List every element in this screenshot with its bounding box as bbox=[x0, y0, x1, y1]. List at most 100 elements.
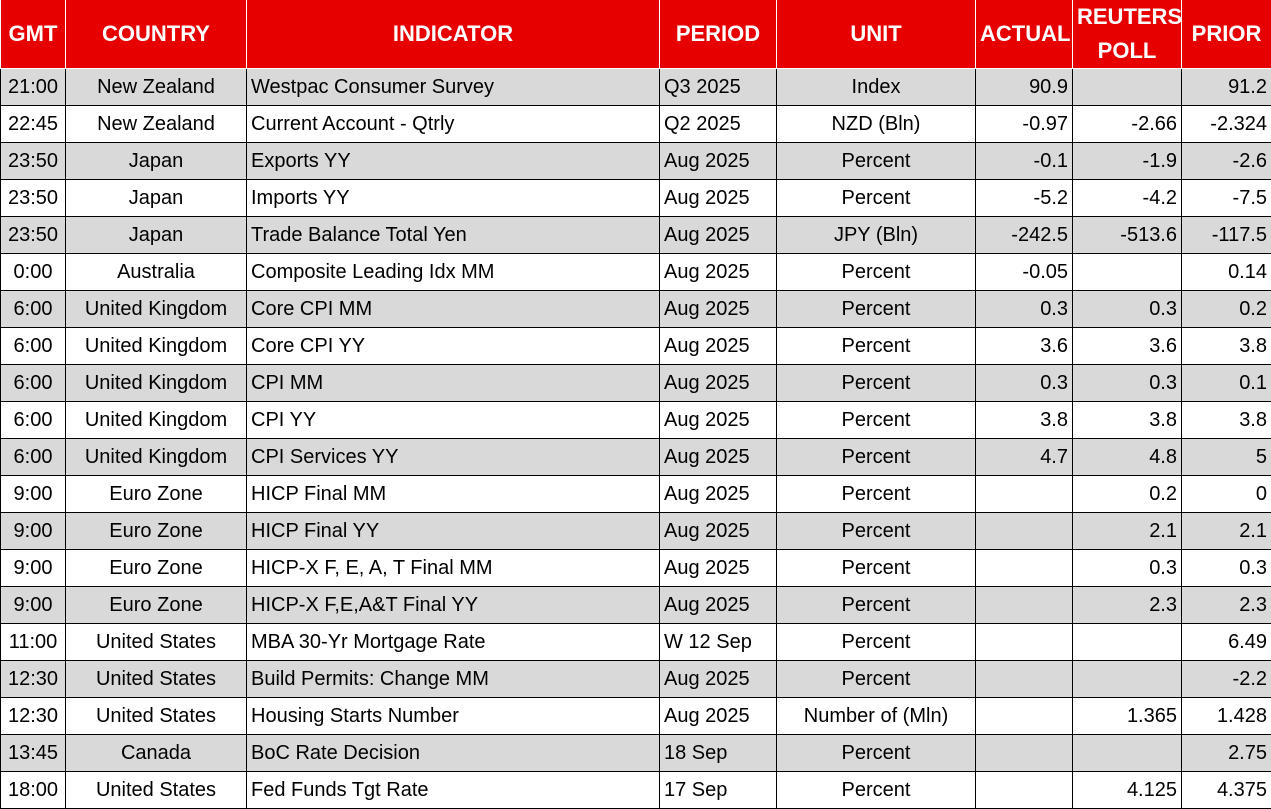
period-cell: Aug 2025 bbox=[660, 402, 777, 439]
unit-cell: Percent bbox=[777, 772, 976, 809]
country-cell: United States bbox=[66, 772, 247, 809]
unit-cell: Percent bbox=[777, 402, 976, 439]
actual-cell bbox=[976, 735, 1073, 772]
country-cell: New Zealand bbox=[66, 69, 247, 106]
gmt-cell: 23:50 bbox=[1, 143, 66, 180]
gmt-cell: 9:00 bbox=[1, 476, 66, 513]
indicator-cell: MBA 30-Yr Mortgage Rate bbox=[247, 624, 660, 661]
unit-cell: Percent bbox=[777, 550, 976, 587]
reuters-poll-cell: 2.3 bbox=[1073, 587, 1182, 624]
reuters-poll-cell: 3.8 bbox=[1073, 402, 1182, 439]
prior-cell: -2.2 bbox=[1182, 661, 1271, 698]
indicator-cell: HICP Final YY bbox=[247, 513, 660, 550]
actual-cell bbox=[976, 624, 1073, 661]
prior-cell: -2.324 bbox=[1182, 106, 1271, 143]
reuters-poll-cell: 3.6 bbox=[1073, 328, 1182, 365]
reuters-poll-cell: -2.66 bbox=[1073, 106, 1182, 143]
country-cell: Canada bbox=[66, 735, 247, 772]
indicator-cell: HICP-X F,E,A&T Final YY bbox=[247, 587, 660, 624]
reuters-poll-cell: 4.125 bbox=[1073, 772, 1182, 809]
period-cell: Aug 2025 bbox=[660, 143, 777, 180]
gmt-cell: 23:50 bbox=[1, 217, 66, 254]
country-cell: Euro Zone bbox=[66, 550, 247, 587]
period-cell: Q3 2025 bbox=[660, 69, 777, 106]
actual-cell bbox=[976, 661, 1073, 698]
gmt-cell: 0:00 bbox=[1, 254, 66, 291]
prior-cell: 3.8 bbox=[1182, 402, 1271, 439]
actual-cell: 0.3 bbox=[976, 291, 1073, 328]
prior-cell: 3.8 bbox=[1182, 328, 1271, 365]
gmt-cell: 18:00 bbox=[1, 772, 66, 809]
header-period: PERIOD bbox=[660, 0, 777, 69]
actual-cell bbox=[976, 698, 1073, 735]
indicator-cell: Trade Balance Total Yen bbox=[247, 217, 660, 254]
unit-cell: Percent bbox=[777, 587, 976, 624]
actual-cell bbox=[976, 513, 1073, 550]
prior-cell: -7.5 bbox=[1182, 180, 1271, 217]
period-cell: Aug 2025 bbox=[660, 291, 777, 328]
actual-cell bbox=[976, 476, 1073, 513]
actual-cell: 90.9 bbox=[976, 69, 1073, 106]
header-unit: UNIT bbox=[777, 0, 976, 69]
actual-cell bbox=[976, 772, 1073, 809]
reuters-poll-cell bbox=[1073, 735, 1182, 772]
prior-cell: 0.1 bbox=[1182, 365, 1271, 402]
period-cell: 18 Sep bbox=[660, 735, 777, 772]
gmt-cell: 21:00 bbox=[1, 69, 66, 106]
indicator-cell: HICP-X F, E, A, T Final MM bbox=[247, 550, 660, 587]
header-prior: PRIOR bbox=[1182, 0, 1271, 69]
prior-cell: 2.3 bbox=[1182, 587, 1271, 624]
country-cell: Japan bbox=[66, 180, 247, 217]
indicator-cell: Core CPI YY bbox=[247, 328, 660, 365]
country-cell: United States bbox=[66, 698, 247, 735]
gmt-cell: 11:00 bbox=[1, 624, 66, 661]
prior-cell: -2.6 bbox=[1182, 143, 1271, 180]
actual-cell: -0.05 bbox=[976, 254, 1073, 291]
actual-cell: 4.7 bbox=[976, 439, 1073, 476]
unit-cell: Percent bbox=[777, 513, 976, 550]
prior-cell: 2.75 bbox=[1182, 735, 1271, 772]
reuters-poll-cell: 0.2 bbox=[1073, 476, 1182, 513]
reuters-poll-cell: 4.8 bbox=[1073, 439, 1182, 476]
reuters-poll-cell: 1.365 bbox=[1073, 698, 1182, 735]
indicator-cell: Current Account - Qtrly bbox=[247, 106, 660, 143]
prior-cell: 5 bbox=[1182, 439, 1271, 476]
prior-cell: 0.3 bbox=[1182, 550, 1271, 587]
period-cell: Aug 2025 bbox=[660, 217, 777, 254]
indicator-cell: CPI YY bbox=[247, 402, 660, 439]
period-cell: Aug 2025 bbox=[660, 254, 777, 291]
unit-cell: Percent bbox=[777, 476, 976, 513]
prior-cell: 0.14 bbox=[1182, 254, 1271, 291]
gmt-cell: 9:00 bbox=[1, 550, 66, 587]
period-cell: Aug 2025 bbox=[660, 476, 777, 513]
country-cell: Japan bbox=[66, 217, 247, 254]
country-cell: Euro Zone bbox=[66, 513, 247, 550]
unit-cell: Index bbox=[777, 69, 976, 106]
country-cell: United Kingdom bbox=[66, 365, 247, 402]
actual-cell bbox=[976, 587, 1073, 624]
unit-cell: Percent bbox=[777, 365, 976, 402]
period-cell: Aug 2025 bbox=[660, 513, 777, 550]
actual-cell: -5.2 bbox=[976, 180, 1073, 217]
prior-cell: 0 bbox=[1182, 476, 1271, 513]
country-cell: Euro Zone bbox=[66, 476, 247, 513]
gmt-cell: 23:50 bbox=[1, 180, 66, 217]
period-cell: Aug 2025 bbox=[660, 661, 777, 698]
unit-cell: Percent bbox=[777, 328, 976, 365]
period-cell: 17 Sep bbox=[660, 772, 777, 809]
